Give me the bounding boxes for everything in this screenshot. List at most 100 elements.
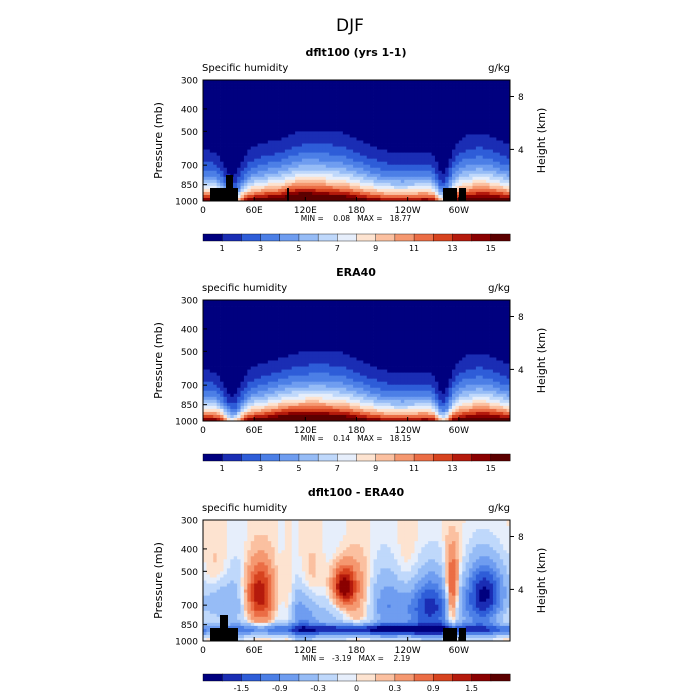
heatmap-cell <box>220 336 224 340</box>
heatmap-cell <box>380 300 385 304</box>
heatmap-cell <box>322 137 327 141</box>
heatmap-cell <box>260 158 265 163</box>
heatmap-cell <box>301 104 306 108</box>
heatmap-cell <box>434 80 439 84</box>
heatmap-cell <box>356 158 361 163</box>
heatmap-cell <box>322 161 327 166</box>
heatmap-cell <box>404 92 409 96</box>
heatmap-cell <box>267 152 272 157</box>
heatmap-cell <box>428 155 432 160</box>
heatmap-cell <box>506 309 511 313</box>
heatmap-cell <box>496 149 501 153</box>
heatmap-cell <box>250 170 255 175</box>
heatmap-cell <box>322 146 327 150</box>
heatmap-cell <box>390 173 395 178</box>
heatmap-cell <box>359 131 364 135</box>
heatmap-cell <box>342 303 347 307</box>
heatmap-cell <box>414 134 419 138</box>
heatmap-cell <box>411 194 415 199</box>
heatmap-cell <box>332 197 337 202</box>
heatmap-cell <box>411 158 415 163</box>
heatmap-cell <box>445 321 449 325</box>
heatmap-cell <box>431 128 436 132</box>
heatmap-cell <box>284 119 289 123</box>
heatmap-cell <box>329 119 334 123</box>
heatmap-cell <box>376 309 381 313</box>
heatmap-cell <box>390 167 395 172</box>
heatmap-cell <box>373 158 378 163</box>
heatmap-cell <box>489 188 494 193</box>
heatmap-cell <box>312 194 316 199</box>
heatmap-cell <box>489 116 494 120</box>
heatmap-cell <box>417 80 422 84</box>
heatmap-cell <box>274 125 279 129</box>
heatmap-cell <box>397 324 402 328</box>
heatmap-cell <box>264 155 269 160</box>
heatmap-cell <box>267 324 272 328</box>
heatmap-cell <box>346 134 351 138</box>
heatmap-cell <box>264 324 269 328</box>
heatmap-cell <box>274 83 279 87</box>
heatmap-cell <box>298 98 303 102</box>
heatmap-cell <box>322 164 327 169</box>
heatmap-cell <box>475 86 480 90</box>
heatmap-cell <box>305 167 310 172</box>
heatmap-cell <box>363 110 368 114</box>
heatmap-cell <box>247 191 252 196</box>
heatmap-cell <box>394 161 398 166</box>
heatmap-cell <box>353 188 357 193</box>
heatmap-cell <box>332 140 337 144</box>
heatmap-cell <box>404 161 409 166</box>
heatmap-cell <box>250 309 255 313</box>
heatmap-cell <box>428 122 432 126</box>
heatmap-cell <box>469 197 473 202</box>
heatmap-cell <box>414 303 419 307</box>
heatmap-cell <box>315 324 320 328</box>
heatmap-cell <box>376 146 381 150</box>
heatmap-cell <box>465 113 470 117</box>
heatmap-cell <box>220 107 224 111</box>
heatmap-cell <box>346 137 351 141</box>
heatmap-cell <box>243 134 248 138</box>
heatmap-cell <box>503 119 507 123</box>
heatmap-cell <box>342 125 347 129</box>
heatmap-cell <box>318 173 323 178</box>
heatmap-cell <box>233 104 238 108</box>
heatmap-cell <box>278 80 282 84</box>
heatmap-cell <box>325 336 330 340</box>
heatmap-cell <box>376 155 381 160</box>
heatmap-cell <box>496 125 501 129</box>
heatmap-cell <box>499 173 504 178</box>
heatmap-cell <box>462 92 467 96</box>
heatmap-cell <box>421 86 426 90</box>
heatmap-cell <box>240 197 245 202</box>
heatmap-cell <box>353 98 357 102</box>
heatmap-cell <box>336 164 340 169</box>
heatmap-cell <box>271 309 276 313</box>
heatmap-cell <box>421 125 426 129</box>
heatmap-cell <box>428 119 432 123</box>
heatmap-cell <box>428 182 432 187</box>
heatmap-cell <box>366 327 371 331</box>
heatmap-cell <box>264 122 269 126</box>
heatmap-cell <box>411 92 415 96</box>
heatmap-cell <box>291 122 296 126</box>
heatmap-cell <box>203 170 207 175</box>
heatmap-cell <box>465 152 470 157</box>
heatmap-cell <box>339 140 344 144</box>
heatmap-cell <box>233 309 238 313</box>
heatmap-cell <box>472 188 477 193</box>
heatmap-cell <box>414 342 419 346</box>
heatmap-cell <box>257 107 262 111</box>
heatmap-cell <box>243 188 248 193</box>
heatmap-cell <box>281 336 286 340</box>
heatmap-cell <box>486 191 490 196</box>
heatmap-cell <box>339 98 344 102</box>
heatmap-cell <box>237 146 241 150</box>
heatmap-cell <box>295 336 299 340</box>
heatmap-cell <box>329 324 334 328</box>
heatmap-cell <box>281 342 286 346</box>
heatmap-cell <box>445 336 449 340</box>
heatmap-cell <box>373 98 378 102</box>
heatmap-cell <box>336 143 340 147</box>
